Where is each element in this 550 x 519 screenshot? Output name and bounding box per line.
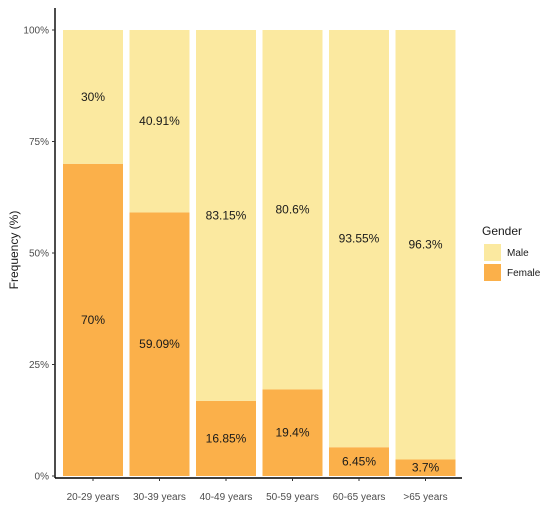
legend-key-female <box>484 264 501 281</box>
axes-layer: 0% 25% 50% 75% 100% 20-29 years 30-39 years 40-… <box>23 8 462 503</box>
y-tick-label: 50% <box>29 249 49 260</box>
data-label-male-4: 80.6% <box>275 203 309 217</box>
bar-male-5 <box>329 30 389 448</box>
y-axis-title: Frequency (%) <box>7 211 21 290</box>
data-label-male-2: 40.91% <box>139 114 180 128</box>
data-label-female-1: 70% <box>81 313 105 327</box>
x-tick-label: 50-59 years <box>266 492 319 503</box>
x-tick-label: 30-39 years <box>133 492 186 503</box>
data-labels-layer: 70% 30% 59.09% 40.91% 16.85% 83.15% 19.4% 80.6%… <box>81 90 443 475</box>
bar-female-1 <box>63 163 123 477</box>
legend-key-male <box>484 244 501 261</box>
data-label-female-6: 3.7% <box>412 461 440 475</box>
data-label-male-3: 83.15% <box>206 208 247 222</box>
data-label-female-2: 59.09% <box>139 337 180 351</box>
data-label-male-1: 30% <box>81 90 105 104</box>
legend-label-female: Female <box>507 268 541 279</box>
bar-female-3 <box>196 400 256 476</box>
x-tick-label: >65 years <box>403 492 447 503</box>
bar-female-6 <box>395 459 456 476</box>
y-tick-label: 0% <box>35 472 50 483</box>
legend: Gender Male Female <box>482 224 541 281</box>
bar-female-4 <box>262 389 323 476</box>
bar-female-2 <box>129 212 190 476</box>
bar-female-5 <box>329 447 389 476</box>
data-label-female-3: 16.85% <box>206 431 247 445</box>
bar-male-4 <box>262 30 323 390</box>
x-tick-label: 20-29 years <box>67 492 120 503</box>
data-label-male-6: 96.3% <box>408 238 442 252</box>
bar-male-3 <box>196 30 256 401</box>
bar-male-2 <box>129 30 190 213</box>
legend-title: Gender <box>482 224 522 238</box>
bars-layer <box>63 30 456 477</box>
data-label-female-4: 19.4% <box>275 426 309 440</box>
data-label-female-5: 6.45% <box>342 455 376 469</box>
x-tick-label: 60-65 years <box>333 492 386 503</box>
data-label-male-5: 93.55% <box>339 232 380 246</box>
x-tick-label: 40-49 years <box>200 492 253 503</box>
bar-male-1 <box>63 30 123 164</box>
y-tick-label: 25% <box>29 360 49 371</box>
y-tick-label: 100% <box>23 26 49 37</box>
y-tick-label: 75% <box>29 137 49 148</box>
legend-label-male: Male <box>507 248 529 259</box>
bar-male-6 <box>395 30 456 460</box>
